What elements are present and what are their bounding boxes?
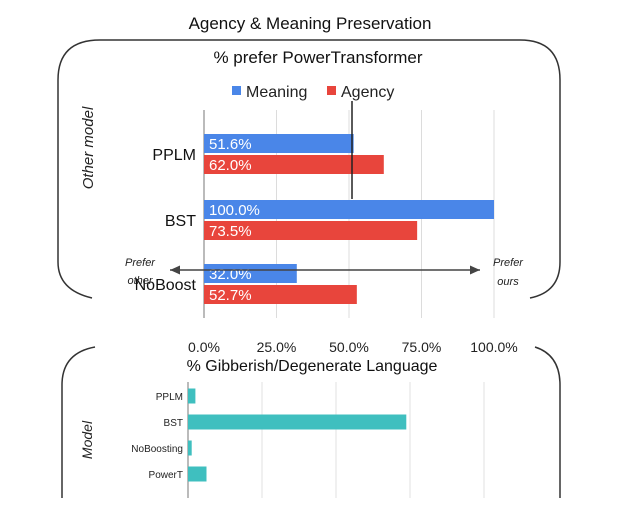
bar-gibberish <box>188 388 196 404</box>
bar-agency <box>204 155 384 174</box>
bottom-frame <box>61 346 561 498</box>
x-tick-label: 25.0% <box>257 339 297 355</box>
chart-2-side-label: Model <box>79 420 95 459</box>
category-label: BST <box>165 213 196 230</box>
bar-agency <box>204 285 357 304</box>
bar-agency <box>204 221 418 240</box>
legend-agency-swatch <box>327 86 336 95</box>
x-tick-label: 0.0% <box>188 339 220 355</box>
bar-gibberish <box>188 466 207 482</box>
legend: Meaning Agency <box>232 84 394 101</box>
chart-1-side-label: Other model <box>80 106 97 189</box>
category-label: BST <box>164 418 183 429</box>
prefer-other-line1: Prefer <box>125 257 156 269</box>
x-tick-label: 75.0% <box>402 339 442 355</box>
legend-agency-label: Agency <box>341 84 394 101</box>
category-label: PowerT <box>149 470 183 481</box>
category-label: PPLM <box>156 392 183 403</box>
data-label: 32.0% <box>209 266 252 283</box>
preference-arrow <box>170 265 480 275</box>
legend-meaning-label: Meaning <box>246 84 307 101</box>
figure-title: Agency & Meaning Preservation <box>189 14 432 33</box>
chart-2-title: % Gibberish/Degenerate Language <box>187 358 438 375</box>
prefer-ours-line1: Prefer <box>493 257 524 269</box>
chart-1-plot: 0.0% 25.0% 50.0% 75.0% 100.0% PPLM 51.6% 62.0% B… <box>135 110 518 355</box>
data-label: 62.0% <box>209 157 252 174</box>
bar-gibberish <box>188 414 407 430</box>
data-label: 51.6% <box>209 136 252 153</box>
bar-meaning <box>204 264 297 283</box>
legend-meaning-swatch <box>232 86 241 95</box>
top-frame <box>57 39 561 299</box>
chart-2-plot: PPLM BST NoBoosting PowerT <box>131 382 485 498</box>
bar-meaning <box>204 200 494 219</box>
bar-meaning <box>204 134 354 153</box>
x-tick-label: 50.0% <box>329 339 369 355</box>
bar-gibberish <box>188 440 192 456</box>
data-label: 73.5% <box>209 223 252 240</box>
prefer-other-line2: other <box>127 275 153 287</box>
category-label: NoBoosting <box>131 444 183 455</box>
chart-1-title: % prefer PowerTransformer <box>213 48 422 67</box>
data-label: 52.7% <box>209 287 252 304</box>
x-tick-label: 100.0% <box>470 339 517 355</box>
data-label: 100.0% <box>209 202 260 219</box>
category-label: PPLM <box>152 147 196 164</box>
category-label: NoBoost <box>135 277 197 294</box>
prefer-ours-line2: ours <box>497 276 519 288</box>
